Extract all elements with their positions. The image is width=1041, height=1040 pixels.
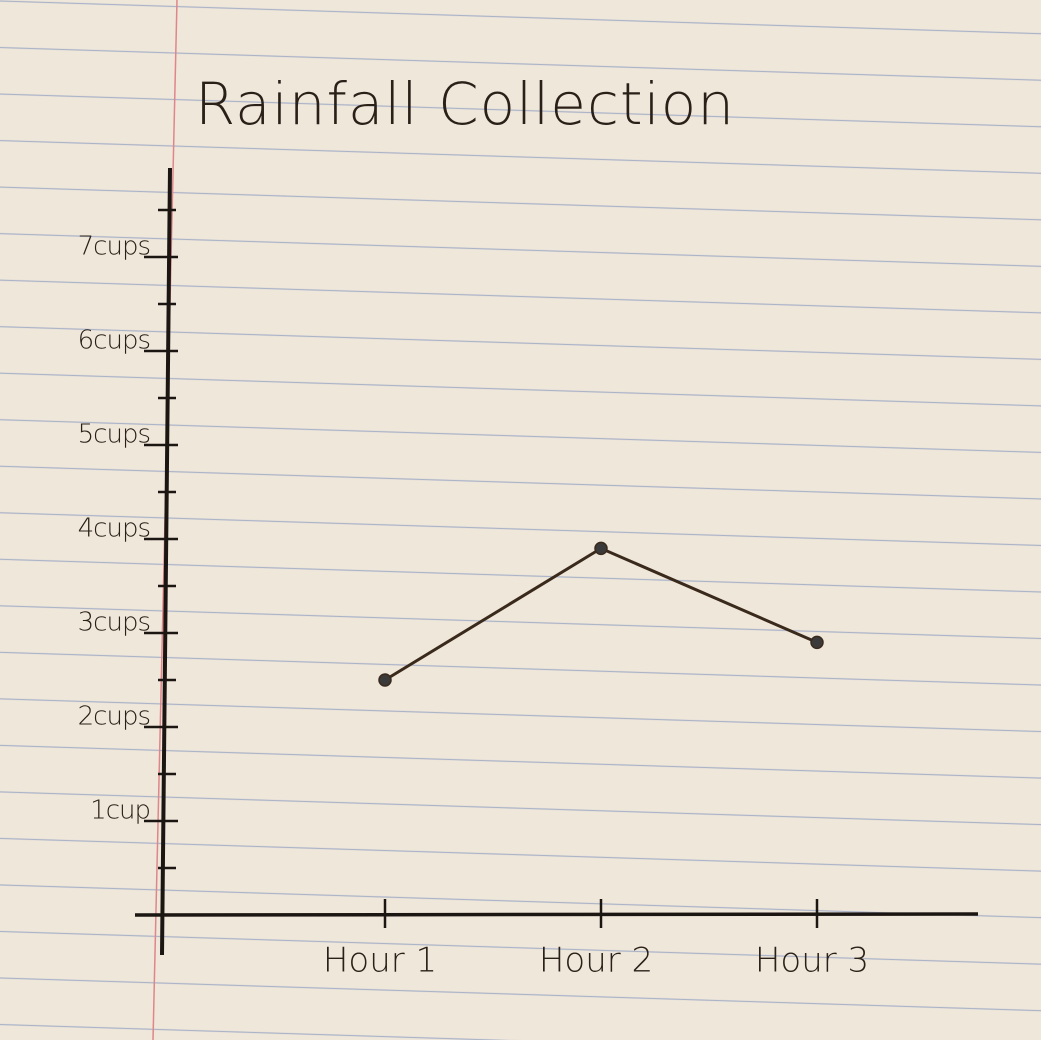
chart: Rainfall Collection 1cup 2cups 3cups 4cups 5… (0, 0, 1041, 1040)
y-tick-label: 5cups (78, 420, 150, 450)
y-tick-label: 6cups (78, 326, 150, 356)
y-tick-label: 3cups (78, 608, 150, 638)
y-tick-label: 1cup (90, 796, 150, 826)
x-axis (135, 914, 978, 915)
x-tick-label: Hour 2 (539, 941, 653, 981)
data-point (811, 636, 823, 648)
data-point (379, 674, 391, 686)
y-tick-label: 2cups (78, 702, 150, 732)
x-tick-label: Hour 1 (323, 941, 437, 981)
chart-title: Rainfall Collection (195, 70, 735, 138)
y-tick-label: 7cups (78, 232, 150, 262)
data-point (595, 542, 607, 554)
y-tick-label: 4cups (78, 514, 150, 544)
page: {"chart_data": {"type": "line", "title":… (0, 0, 1041, 1040)
x-tick-label: Hour 3 (755, 941, 869, 981)
